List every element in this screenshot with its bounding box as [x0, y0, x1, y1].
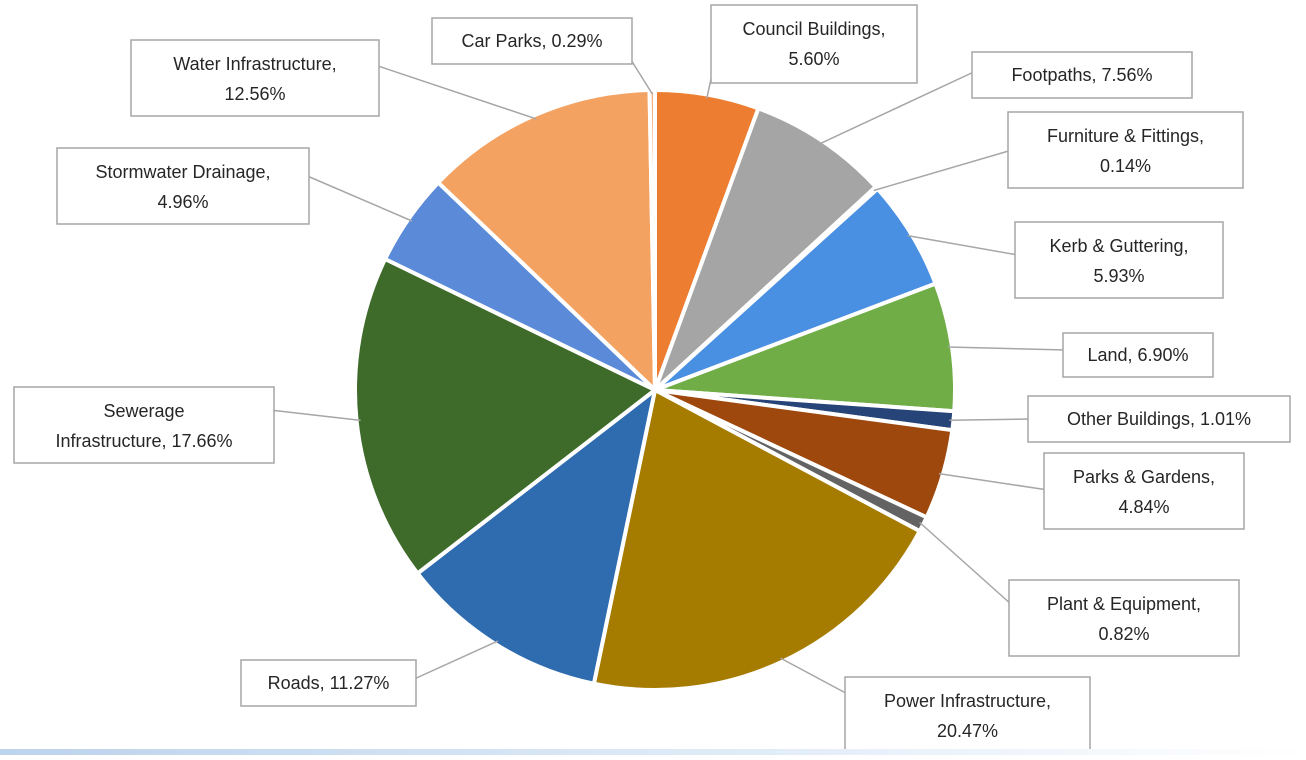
slice-percentage: 0.14% — [1100, 156, 1151, 176]
data-label-plant-and-equipment: Plant & Equipment, 0.82% — [1008, 579, 1240, 657]
slice-percentage: 0.29% — [551, 31, 602, 51]
slice-category-name: Power Infrastructure, — [884, 691, 1051, 711]
leader-line-power-infrastructure — [780, 657, 856, 699]
data-label-car-parks: Car Parks, 0.29% — [431, 17, 633, 65]
slice-roads — [415, 388, 657, 686]
data-label-box — [56, 147, 310, 225]
slice-category-name: Kerb & Guttering, — [1049, 236, 1188, 256]
slice-percentage: 4.84% — [1118, 497, 1169, 517]
data-label-text: Land, 6.90% — [1087, 345, 1188, 365]
slice-power-infrastructure — [591, 388, 922, 692]
slice-percentage: 5.93% — [1093, 266, 1144, 286]
data-label-box — [13, 386, 275, 464]
data-label-stormwater-drainage: Stormwater Drainage, 4.96% — [56, 147, 310, 225]
slice-category-name: Car Parks, — [461, 31, 551, 51]
data-label-box — [240, 659, 417, 707]
data-label-council-buildings: Council Buildings, 5.60% — [710, 4, 918, 84]
slice-water-infrastructure — [436, 88, 657, 392]
data-label-text: Roads, 11.27% — [268, 673, 390, 693]
data-label-box — [1043, 452, 1245, 530]
data-label-sewerage-infrastructure: Sewerage Infrastructure, 17.66% — [13, 386, 275, 464]
leader-line-sewerage-infrastructure — [269, 409, 361, 422]
leader-line-roads — [411, 640, 499, 681]
slice-category-name: Roads, — [268, 673, 330, 693]
data-labels: Council Buildings,5.60%Footpaths, 7.56%F… — [13, 4, 1291, 754]
data-label-roads: Roads, 11.27% — [240, 659, 417, 707]
data-label-box — [431, 17, 633, 65]
leader-line-footpaths — [819, 69, 979, 145]
leader-line-parks-and-gardens — [938, 472, 1049, 491]
leader-line-kerb-and-guttering — [907, 234, 1019, 256]
slice-percentage: Infrastructure, 17.66% — [55, 431, 232, 451]
slice-percentage: 1.01% — [1200, 409, 1251, 429]
data-label-box — [844, 676, 1091, 754]
slice-category-name: Land, — [1087, 345, 1137, 365]
data-label-text: Footpaths, 7.56% — [1011, 65, 1152, 85]
leader-line-water-infrastructure — [374, 64, 537, 120]
data-label-footpaths: Footpaths, 7.56% — [971, 51, 1193, 99]
slice-category-name: Other Buildings, — [1067, 409, 1200, 429]
pie-slices — [353, 88, 957, 692]
data-label-text: Car Parks, 0.29% — [461, 31, 602, 51]
leader-lines — [269, 54, 1067, 699]
data-label-box — [130, 39, 380, 117]
leader-line-furniture-and-fittings — [873, 149, 1013, 192]
slice-percentage: 0.82% — [1098, 624, 1149, 644]
bottom-accent-bar — [0, 749, 1306, 755]
slice-category-name: Stormwater Drainage, — [95, 162, 270, 182]
data-label-box — [1027, 395, 1291, 443]
data-label-box — [1008, 579, 1240, 657]
leader-line-land — [947, 346, 1067, 351]
slice-sewerage-infrastructure — [353, 257, 657, 576]
leader-line-plant-and-equipment — [919, 521, 1013, 606]
slice-category-name: Plant & Equipment, — [1047, 594, 1201, 614]
data-label-box — [1007, 111, 1244, 189]
slice-category-name: Footpaths, — [1011, 65, 1101, 85]
data-label-water-infrastructure: Water Infrastructure, 12.56% — [130, 39, 380, 117]
slice-category-name: Parks & Gardens, — [1073, 467, 1215, 487]
slice-percentage: 4.96% — [157, 192, 208, 212]
slice-percentage: 5.60% — [788, 49, 839, 69]
slice-percentage: 11.27% — [330, 673, 390, 693]
data-label-box — [1014, 221, 1224, 299]
data-label-text: Other Buildings, 1.01% — [1067, 409, 1251, 429]
data-label-kerb-and-guttering: Kerb & Guttering, 5.93% — [1014, 221, 1224, 299]
slice-percentage: 6.90% — [1138, 345, 1189, 365]
slice-percentage: 7.56% — [1102, 65, 1153, 85]
data-label-box — [1062, 332, 1214, 378]
data-label-box — [971, 51, 1193, 99]
slice-footpaths — [653, 106, 878, 392]
slice-category-name: Council Buildings, — [742, 19, 885, 39]
data-label-box — [710, 4, 918, 84]
slice-category-name: Sewerage — [103, 401, 184, 421]
slice-category-name: Water Infrastructure, — [173, 54, 336, 74]
slice-category-name: Furniture & Fittings, — [1047, 126, 1204, 146]
leader-line-stormwater-drainage — [304, 174, 413, 222]
data-label-power-infrastructure: Power Infrastructure, 20.47% — [844, 676, 1091, 754]
slice-percentage: 12.56% — [224, 84, 285, 104]
slice-percentage: 20.47% — [937, 721, 998, 741]
leader-line-other-buildings — [949, 418, 1031, 422]
data-label-land: Land, 6.90% — [1062, 332, 1214, 378]
data-label-furniture-and-fittings: Furniture & Fittings, 0.14% — [1007, 111, 1244, 189]
data-label-other-buildings: Other Buildings, 1.01% — [1027, 395, 1291, 443]
data-label-parks-and-gardens: Parks & Gardens, 4.84% — [1043, 452, 1245, 530]
